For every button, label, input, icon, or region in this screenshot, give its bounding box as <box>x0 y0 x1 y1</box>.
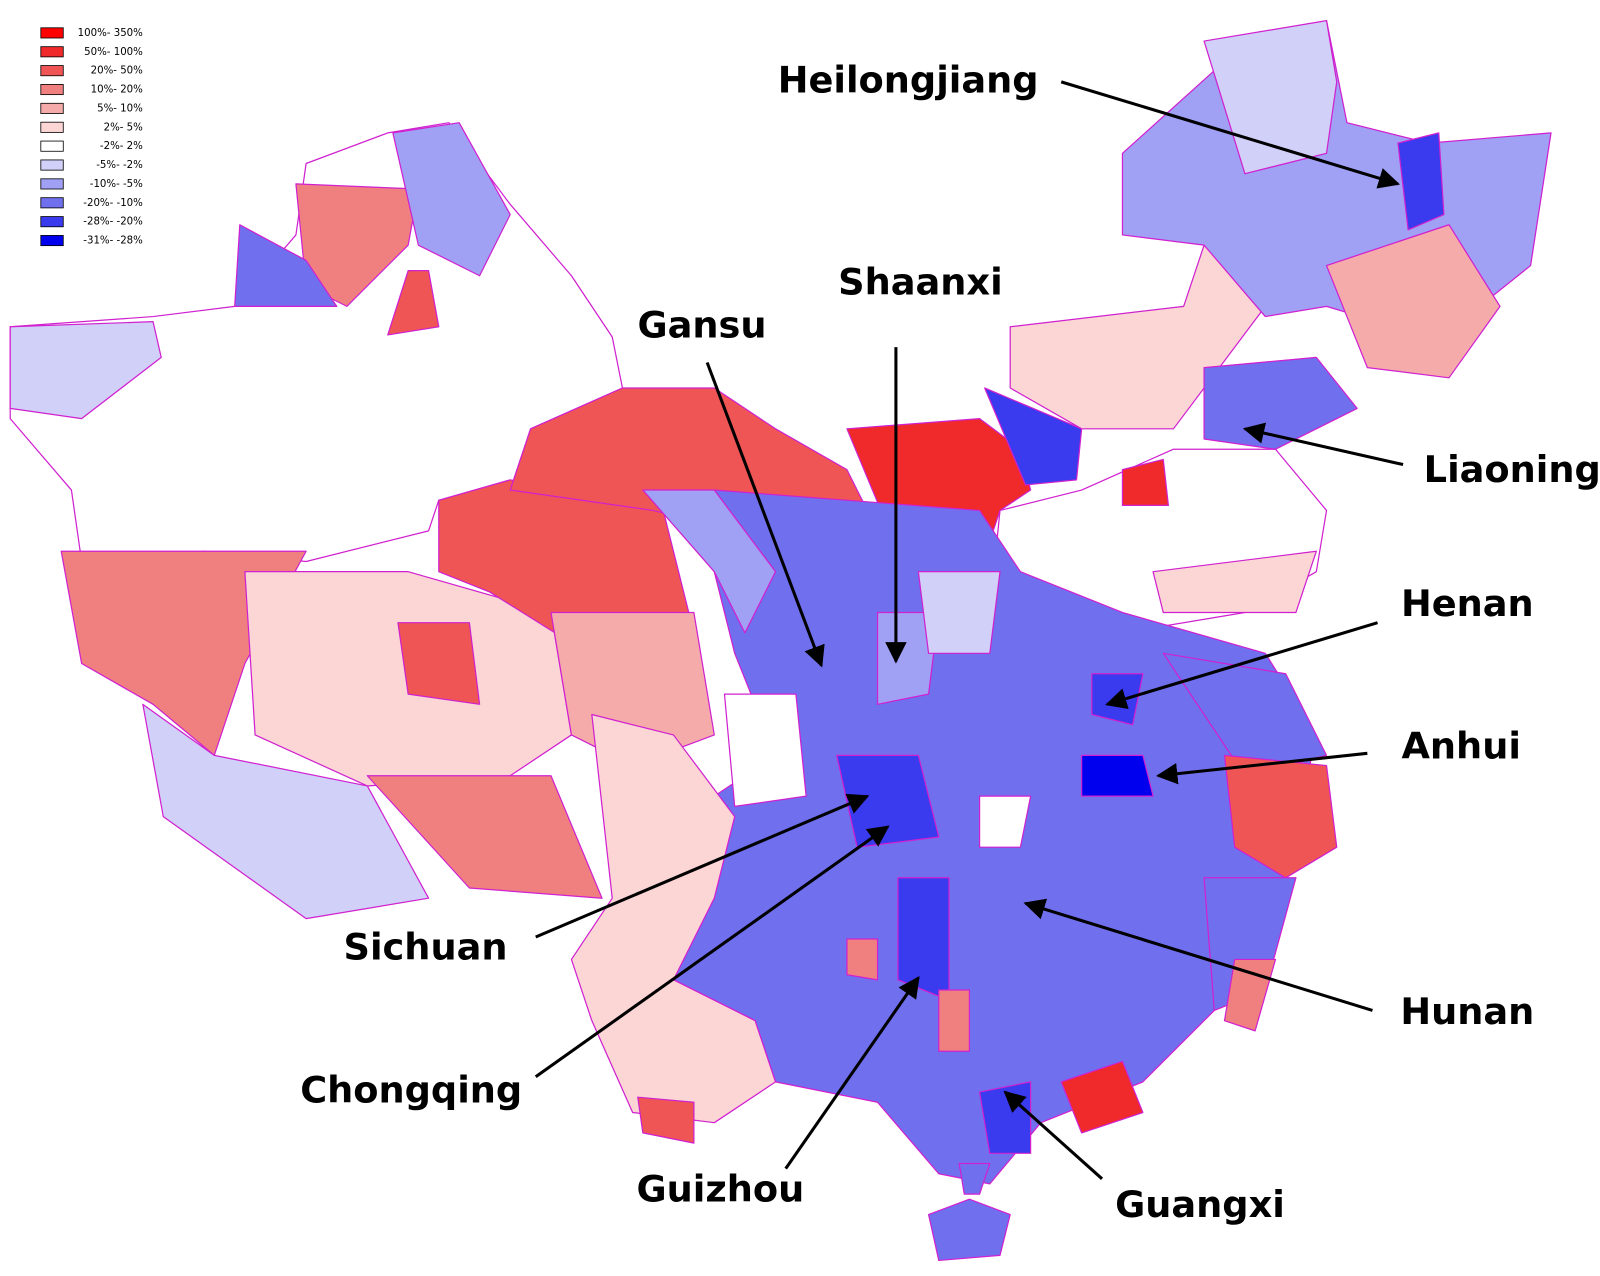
legend-swatch <box>40 121 64 133</box>
province-label: Guangxi <box>1115 1183 1285 1226</box>
region <box>1223 754 1338 879</box>
region <box>1081 754 1154 797</box>
region <box>397 622 481 705</box>
region <box>570 713 777 1124</box>
legend-swatch <box>40 84 64 96</box>
region <box>1325 224 1501 379</box>
region <box>876 611 940 705</box>
region <box>978 795 1032 848</box>
arrow <box>535 793 870 939</box>
region <box>234 224 338 307</box>
legend: 100%- 350% 50%- 100% 20%- 50% 10%- 20% 5%- 1… <box>40 27 144 247</box>
province-label: Anhui <box>1402 725 1521 768</box>
arrow <box>534 825 890 1079</box>
arrow <box>1156 751 1368 785</box>
legend-swatch <box>40 197 64 209</box>
legend-label: 50%- 100% <box>84 47 143 58</box>
region <box>1152 550 1317 614</box>
region <box>846 938 879 981</box>
legend-swatch <box>40 140 64 152</box>
region <box>938 989 970 1052</box>
legend-label: -31%- -28% <box>83 236 143 247</box>
arrow <box>1023 898 1373 1012</box>
region <box>897 877 950 1001</box>
region <box>1121 458 1169 506</box>
legend-label: 10%- 20% <box>91 85 144 96</box>
arrow <box>1242 422 1404 467</box>
province-label: Chongqing <box>300 1069 522 1112</box>
legend-label: -28%- -20% <box>83 217 143 228</box>
labels: Heilongjiang Shaanxi Gansu Liaoning Henan Anh… <box>300 58 1600 1225</box>
legend-swatch <box>40 46 64 58</box>
arrow <box>705 361 825 668</box>
legend-label: -20%- -10% <box>83 198 143 209</box>
legend-label: 2%- 5% <box>104 122 144 133</box>
province-label: Shaanxi <box>838 260 1003 303</box>
regions <box>9 20 1552 1262</box>
arrow <box>1105 621 1378 710</box>
province-label: Heilongjiang <box>778 58 1039 101</box>
region <box>637 1096 695 1144</box>
region <box>142 703 430 920</box>
region <box>984 387 1083 486</box>
province-label: Guizhou <box>637 1168 805 1211</box>
province-label: Hunan <box>1400 990 1534 1033</box>
legend-swatch <box>40 178 64 190</box>
region <box>917 571 1001 654</box>
region <box>642 489 777 634</box>
province-label: Henan <box>1401 582 1534 625</box>
region <box>927 1198 1011 1262</box>
region <box>723 693 807 807</box>
legend-label: -10%- -5% <box>90 179 143 190</box>
legend-swatch <box>40 216 64 228</box>
legend-swatch <box>40 235 64 247</box>
arrow <box>1003 1090 1104 1180</box>
arrow <box>784 976 920 1170</box>
legend-swatch <box>40 102 64 114</box>
region <box>1162 652 1328 777</box>
legend-swatch <box>40 65 64 77</box>
legend-swatch <box>40 159 64 171</box>
province-label: Liaoning <box>1424 448 1600 491</box>
legend-label: 100%- 350% <box>78 28 143 39</box>
province-label: Sichuan <box>344 926 508 969</box>
legend-label: 5%- 10% <box>97 103 143 114</box>
region <box>392 122 511 277</box>
region <box>1060 1060 1144 1134</box>
legend-label: -5%- -2% <box>96 160 143 171</box>
region <box>958 1162 991 1195</box>
region <box>1397 132 1445 231</box>
region <box>9 321 162 420</box>
arrow <box>1060 80 1401 189</box>
legend-swatch <box>40 27 64 39</box>
region <box>836 754 940 848</box>
region <box>387 270 440 336</box>
legend-label: 20%- 50% <box>91 66 144 77</box>
legend-label: -2%- 2% <box>100 141 143 152</box>
region <box>366 775 603 899</box>
province-label: Gansu <box>638 303 767 346</box>
region <box>1203 356 1358 450</box>
